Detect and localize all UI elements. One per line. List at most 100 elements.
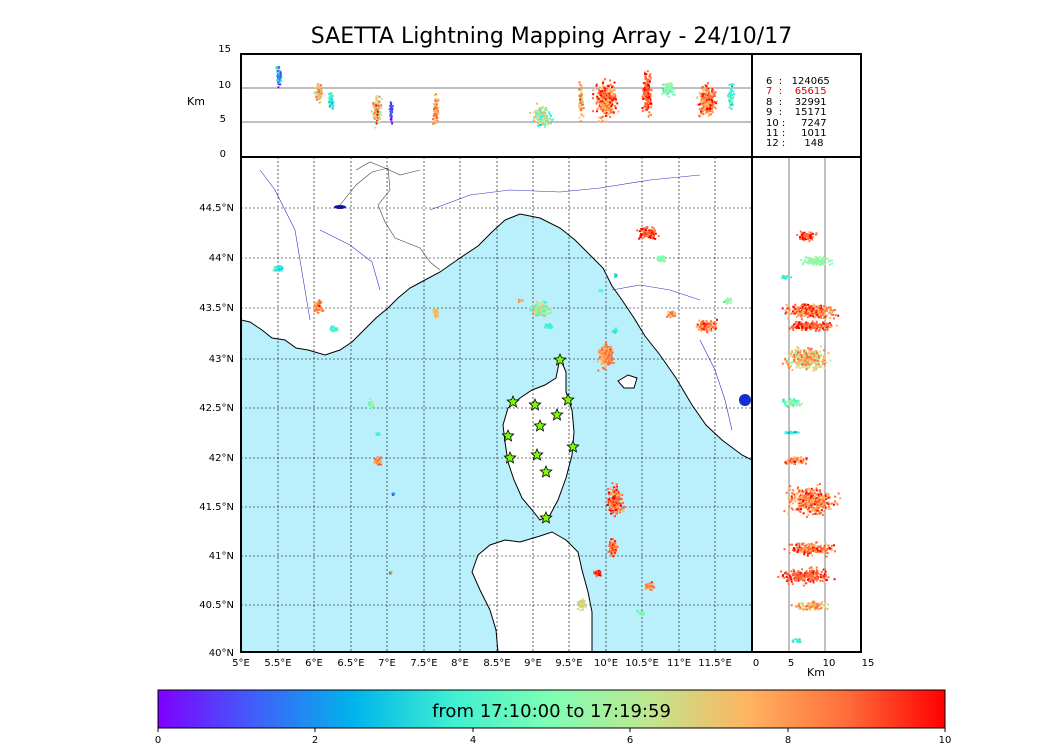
source-point — [278, 66, 280, 69]
source-point — [820, 313, 822, 316]
source-point — [803, 551, 806, 554]
source-point — [819, 502, 822, 505]
source-point — [805, 233, 808, 236]
source-point — [609, 101, 612, 104]
source-point — [827, 576, 830, 579]
source-point — [376, 457, 379, 460]
source-point — [795, 316, 798, 318]
source-point — [316, 310, 319, 313]
source-point — [729, 105, 732, 108]
source-point — [820, 551, 823, 554]
source-point — [797, 571, 799, 573]
lon-tick: 9°E — [524, 658, 542, 669]
top-ytick-0: 0 — [220, 149, 226, 160]
source-point — [810, 497, 813, 500]
source-point — [782, 399, 785, 402]
source-point — [600, 94, 603, 97]
source-point — [807, 543, 810, 545]
source-point — [814, 314, 817, 317]
source-point — [649, 98, 652, 101]
source-point — [615, 485, 618, 488]
source-point — [376, 106, 379, 109]
source-point — [610, 350, 612, 353]
lon-tick: 6°E — [305, 658, 323, 669]
source-point — [649, 100, 652, 103]
source-point — [619, 511, 622, 514]
source-point — [802, 496, 805, 499]
source-point — [787, 572, 790, 575]
source-point — [817, 329, 820, 332]
source-point — [792, 305, 795, 308]
source-point — [812, 507, 815, 509]
source-point — [705, 99, 708, 102]
source-point — [808, 500, 811, 503]
source-point — [810, 231, 813, 234]
source-point — [580, 109, 583, 112]
source-point — [650, 231, 653, 234]
source-point — [596, 96, 599, 98]
source-point — [607, 100, 610, 103]
source-point — [580, 89, 583, 92]
source-point — [813, 303, 816, 306]
source-point — [582, 600, 585, 603]
source-point — [667, 90, 670, 93]
source-point — [816, 362, 819, 365]
source-point — [319, 95, 322, 98]
source-point — [816, 508, 819, 511]
source-point — [544, 301, 547, 304]
lon-tick: 11°E — [667, 658, 691, 669]
source-point — [580, 600, 583, 603]
source-point — [799, 360, 802, 363]
source-point — [592, 93, 595, 96]
source-point — [597, 369, 600, 372]
source-point — [827, 493, 830, 495]
source-point — [644, 83, 647, 86]
source-point — [796, 322, 799, 325]
source-point — [614, 507, 617, 510]
source-point — [579, 95, 582, 98]
source-point — [281, 265, 284, 268]
lightning-cell — [636, 610, 645, 616]
source-point — [376, 460, 379, 463]
source-point — [644, 102, 647, 105]
source-point — [836, 503, 839, 506]
source-point — [580, 106, 583, 108]
source-point — [805, 507, 808, 510]
source-point — [817, 577, 819, 580]
source-point — [812, 580, 815, 583]
source-point — [647, 115, 650, 118]
source-point — [813, 259, 815, 261]
source-point — [795, 350, 798, 353]
source-point — [380, 106, 383, 109]
source-point — [705, 90, 708, 93]
source-point — [661, 88, 664, 91]
lightning-cell — [666, 310, 677, 319]
source-point — [540, 308, 543, 311]
source-point — [730, 299, 733, 302]
source-point — [315, 304, 318, 306]
source-point — [598, 289, 601, 292]
source-point — [820, 307, 823, 310]
source-point — [378, 101, 381, 103]
source-point — [319, 302, 322, 304]
source-point — [824, 506, 827, 509]
top-ytick-5: 5 — [220, 114, 226, 125]
source-point — [598, 120, 600, 123]
lightning-cell — [432, 307, 440, 319]
latitude-cluster — [781, 303, 840, 321]
source-point — [704, 107, 706, 109]
source-point — [599, 102, 601, 105]
source-point — [317, 95, 320, 98]
source-point — [317, 303, 320, 306]
source-point — [827, 496, 830, 499]
source-point — [811, 600, 814, 603]
source-point — [536, 102, 538, 105]
source-point — [826, 329, 829, 331]
source-point — [336, 329, 338, 332]
source-point — [809, 349, 812, 352]
source-point — [549, 323, 552, 326]
source-point — [611, 358, 614, 360]
source-point — [597, 98, 600, 101]
source-point — [592, 97, 594, 100]
source-point — [825, 257, 828, 260]
